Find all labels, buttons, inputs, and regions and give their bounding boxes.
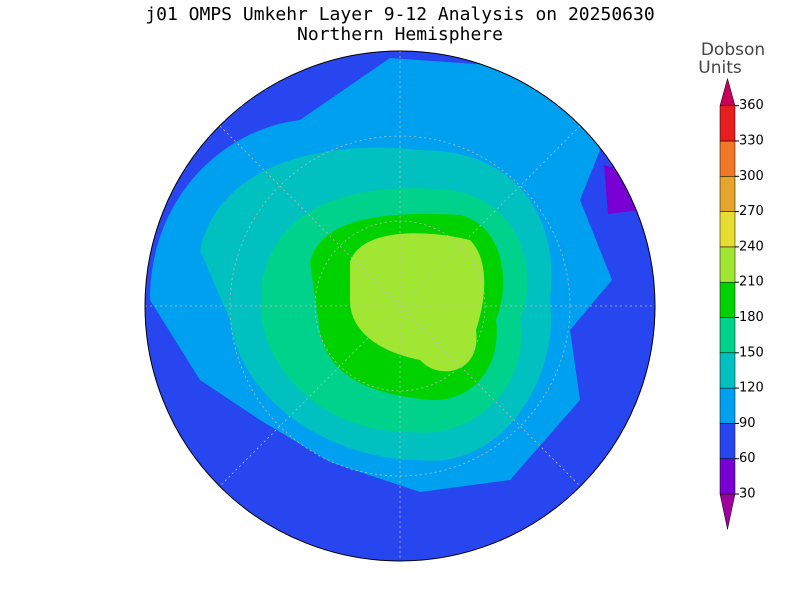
graticule [145,51,655,561]
map-border [144,50,656,562]
colorbar-tick-label: 270 [739,204,764,219]
colorbar-tick-label: 300 [739,169,764,184]
colorbar-extend-high [719,77,736,106]
colorbar-box [719,317,736,354]
colorbar-label: Dobson [701,40,765,60]
colorbar-box [719,105,736,142]
colorbar-label: Units [698,58,742,78]
colorbar-tick-label: 330 [739,134,764,149]
colorbar-tick-label: 240 [739,239,764,254]
colorbar-box [719,352,736,389]
colorbar-tick-label: 180 [739,310,764,325]
ozone-region [350,233,485,372]
colorbar-tick-label: 210 [739,275,764,290]
colorbar-box [719,423,736,459]
colorbar-tick-label: 30 [739,487,756,502]
colorbar-tick-label: 60 [739,451,756,466]
colorbar-tick-label: 120 [739,381,764,396]
colorbar-tick-label: 150 [739,345,764,360]
colorbar-extend-low [719,493,736,530]
colorbar-box [719,211,736,248]
colorbar-tick-label: 90 [739,416,756,431]
colorbar-box [719,387,736,424]
colorbar-box [719,246,736,283]
title: j01 OMPS Umkehr Layer 9-12 Analysis on 2… [145,4,654,25]
subtitle: Northern Hemisphere [297,24,503,45]
colorbar-box [719,458,736,495]
colorbar: 30 60 90 120 150 180 210 240 270 300 330 360 [719,77,764,530]
colorbar-box [719,281,736,318]
ozone-region [604,165,640,214]
polar-map [145,51,655,561]
colorbar-box [719,140,736,177]
colorbar-tick-label: 360 [739,98,764,113]
colorbar-box [719,176,736,212]
